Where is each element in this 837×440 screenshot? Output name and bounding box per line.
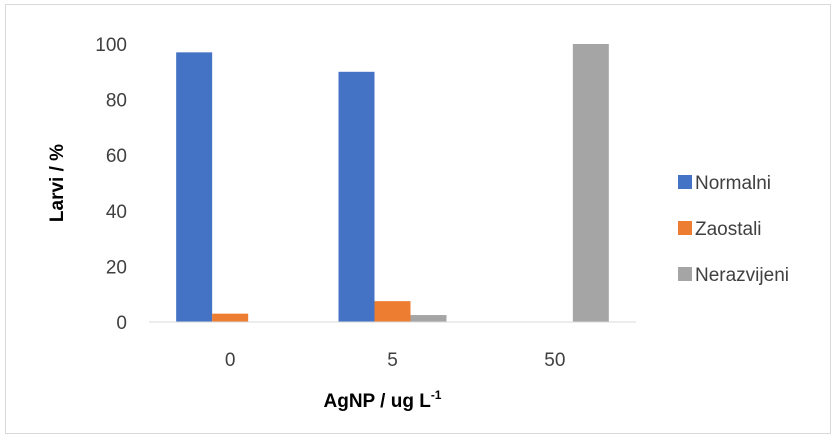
x-tick-label: 5 — [387, 350, 398, 371]
x-axis-title-main: AgNP / ug L — [324, 391, 432, 412]
x-tick-label: 50 — [544, 350, 565, 371]
y-tick-label: 20 — [106, 257, 127, 278]
bar-chart: 0 20 40 60 80 100 0 5 50 Larvi / % AgNP / ug L-… — [47, 35, 789, 412]
y-axis-title: Larvi / % — [47, 144, 68, 222]
legend: Normalni Zaostali Nerazvijeni — [678, 173, 789, 286]
legend-label-nerazvijeni: Nerazvijeni — [695, 265, 789, 286]
bar-nerazvijeni-5 — [410, 315, 447, 322]
x-axis-ticks: 0 5 50 — [225, 350, 566, 371]
legend-label-normalni: Normalni — [695, 173, 771, 194]
bar-normalni-0 — [176, 52, 213, 323]
bar-nerazvijeni-50 — [572, 44, 609, 322]
bar-zaostali-0 — [212, 313, 249, 322]
y-tick-label: 80 — [106, 91, 127, 112]
legend-label-zaostali: Zaostali — [695, 219, 762, 240]
legend-swatch-normalni — [678, 175, 692, 189]
y-tick-label: 0 — [116, 313, 127, 334]
bars-group — [176, 44, 609, 323]
y-tick-label: 100 — [95, 35, 127, 56]
y-tick-label: 40 — [106, 202, 127, 223]
x-axis-title-superscript: -1 — [431, 388, 442, 402]
bar-normalni-5 — [338, 71, 375, 322]
x-axis-title: AgNP / ug L-1 — [324, 388, 442, 412]
legend-swatch-zaostali — [678, 221, 692, 235]
chart-area: 0 20 40 60 80 100 0 5 50 Larvi / % AgNP / ug L-… — [5, 4, 831, 434]
y-axis-ticks: 0 20 40 60 80 100 — [95, 35, 127, 334]
bar-zaostali-5 — [374, 301, 411, 322]
legend-swatch-nerazvijeni — [678, 267, 692, 281]
x-tick-label: 0 — [225, 350, 236, 371]
y-tick-label: 60 — [106, 146, 127, 167]
